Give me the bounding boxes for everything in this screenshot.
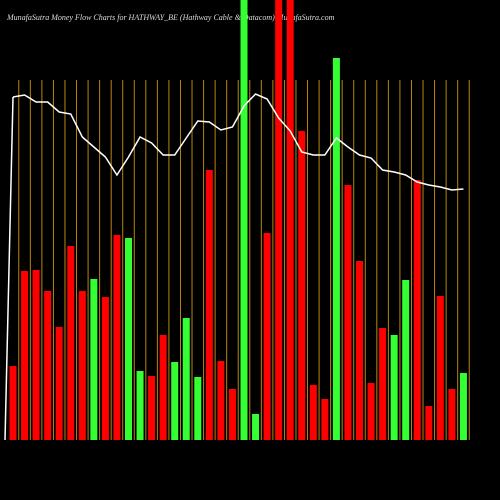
line-start bbox=[4, 96, 14, 441]
bar bbox=[448, 389, 456, 440]
bar bbox=[217, 361, 225, 440]
bar bbox=[90, 279, 98, 440]
bar bbox=[136, 371, 144, 440]
chart-title: MunafaSutra Money Flow Charts for HATHWA… bbox=[6, 13, 335, 22]
bar bbox=[9, 366, 17, 440]
bar bbox=[298, 131, 306, 440]
bar bbox=[252, 414, 260, 440]
bar bbox=[309, 385, 317, 440]
bar bbox=[171, 362, 179, 440]
bar bbox=[44, 291, 52, 440]
bar bbox=[159, 335, 167, 440]
bar bbox=[113, 235, 121, 440]
bar bbox=[379, 328, 387, 440]
bar bbox=[413, 180, 421, 440]
bar bbox=[205, 170, 213, 440]
bar bbox=[125, 238, 132, 440]
bar bbox=[286, 0, 294, 440]
bar bbox=[240, 0, 248, 440]
flow-line bbox=[12, 93, 464, 191]
bar bbox=[78, 291, 86, 440]
bar bbox=[101, 297, 109, 440]
bar bbox=[321, 399, 329, 440]
bar bbox=[425, 406, 433, 440]
bar bbox=[356, 261, 363, 440]
bar bbox=[182, 318, 190, 440]
bar bbox=[21, 271, 29, 440]
bar bbox=[55, 327, 63, 440]
bar bbox=[367, 383, 375, 440]
bar bbox=[67, 246, 75, 440]
bar bbox=[148, 376, 156, 440]
bar bbox=[263, 233, 271, 440]
bar bbox=[194, 377, 202, 440]
bar bbox=[228, 389, 236, 440]
bar bbox=[344, 185, 352, 440]
bar bbox=[436, 296, 444, 440]
bar bbox=[402, 280, 410, 440]
bar bbox=[332, 58, 340, 440]
bar bbox=[459, 373, 467, 440]
bar bbox=[32, 270, 40, 440]
bar bbox=[275, 0, 283, 440]
bar bbox=[390, 335, 398, 440]
